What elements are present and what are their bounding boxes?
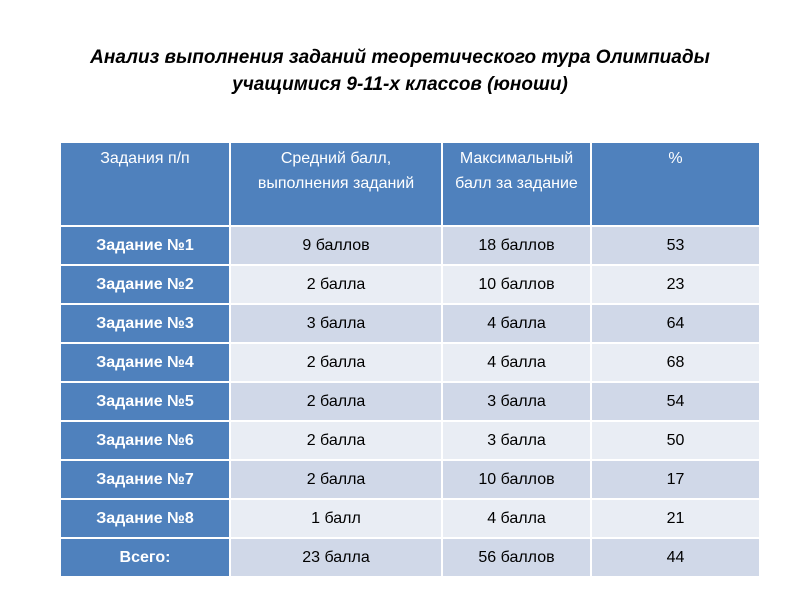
table-row: Задание №8 1 балл 4 балла 21 xyxy=(59,498,761,539)
header-percent: % xyxy=(590,141,761,227)
table-row: Задание №1 9 баллов 18 баллов 53 xyxy=(59,225,761,266)
header-average-score: Средний балл, выполнения заданий xyxy=(229,141,443,227)
results-table: Задания п/п Средний балл, выполнения зад… xyxy=(59,141,761,578)
table-row: Задание №4 2 балла 4 балла 68 xyxy=(59,342,761,383)
table-total-row: Всего: 23 балла 56 баллов 44 xyxy=(59,537,761,578)
total-label: Всего: xyxy=(59,537,231,578)
cell-percent: 68 xyxy=(590,342,761,383)
cell-percent: 64 xyxy=(590,303,761,344)
header-task: Задания п/п xyxy=(59,141,231,227)
table-row: Задание №2 2 балла 10 баллов 23 xyxy=(59,264,761,305)
header-max-score: Максимальный балл за задание xyxy=(441,141,592,227)
cell-average: 2 балла xyxy=(229,420,443,461)
table-row: Задание №5 2 балла 3 балла 54 xyxy=(59,381,761,422)
row-label: Задание №8 xyxy=(59,498,231,539)
cell-max: 4 балла xyxy=(441,342,592,383)
row-label: Задание №5 xyxy=(59,381,231,422)
cell-percent: 23 xyxy=(590,264,761,305)
row-label: Задание №3 xyxy=(59,303,231,344)
cell-average: 2 балла xyxy=(229,381,443,422)
total-percent: 44 xyxy=(590,537,761,578)
total-average: 23 балла xyxy=(229,537,443,578)
title-line-1: Анализ выполнения заданий теоретического… xyxy=(90,47,710,68)
cell-percent: 17 xyxy=(590,459,761,500)
cell-max: 10 баллов xyxy=(441,459,592,500)
cell-percent: 21 xyxy=(590,498,761,539)
table-header-row: Задания п/п Средний балл, выполнения зад… xyxy=(59,141,761,227)
table-row: Задание №7 2 балла 10 баллов 17 xyxy=(59,459,761,500)
row-label: Задание №6 xyxy=(59,420,231,461)
total-max: 56 баллов xyxy=(441,537,592,578)
cell-average: 1 балл xyxy=(229,498,443,539)
cell-max: 10 баллов xyxy=(441,264,592,305)
cell-average: 2 балла xyxy=(229,342,443,383)
row-label: Задание №7 xyxy=(59,459,231,500)
cell-max: 4 балла xyxy=(441,303,592,344)
row-label: Задание №4 xyxy=(59,342,231,383)
cell-max: 3 балла xyxy=(441,420,592,461)
row-label: Задание №1 xyxy=(59,225,231,266)
row-label: Задание №2 xyxy=(59,264,231,305)
cell-max: 18 баллов xyxy=(441,225,592,266)
title-line-2: учащимися 9-11-х классов (юноши) xyxy=(232,74,568,95)
cell-max: 4 балла xyxy=(441,498,592,539)
page-title: Анализ выполнения заданий теоретического… xyxy=(0,44,800,98)
table-row: Задание №6 2 балла 3 балла 50 xyxy=(59,420,761,461)
cell-average: 2 балла xyxy=(229,264,443,305)
cell-max: 3 балла xyxy=(441,381,592,422)
cell-average: 9 баллов xyxy=(229,225,443,266)
table-row: Задание №3 3 балла 4 балла 64 xyxy=(59,303,761,344)
cell-percent: 53 xyxy=(590,225,761,266)
cell-average: 3 балла xyxy=(229,303,443,344)
cell-average: 2 балла xyxy=(229,459,443,500)
cell-percent: 50 xyxy=(590,420,761,461)
cell-percent: 54 xyxy=(590,381,761,422)
